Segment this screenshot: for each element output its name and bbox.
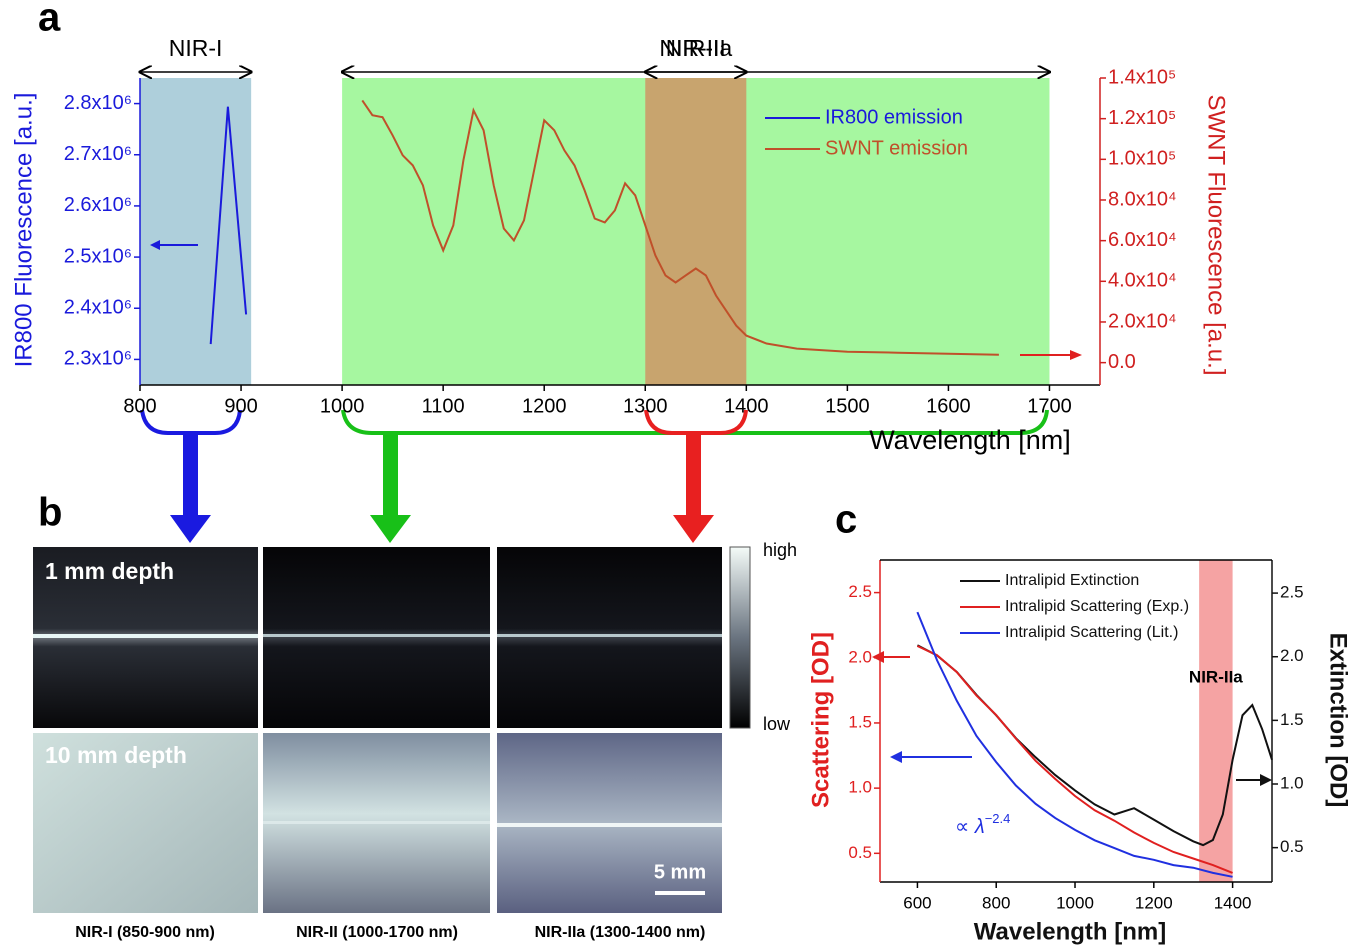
pointer-head <box>1260 774 1272 786</box>
y-tick-label: 2.8x10⁶ <box>64 92 132 114</box>
y-tick-label: 2.5x10⁶ <box>64 245 132 267</box>
y-tick-label: 2.4x10⁶ <box>64 297 132 319</box>
image <box>263 547 490 728</box>
panel-label: b <box>38 491 62 535</box>
x-tick-label: 800 <box>123 395 156 417</box>
y2-tick-label: 2.5 <box>1280 583 1304 602</box>
y2-tick-label: 2.0 <box>1280 646 1304 665</box>
x-tick-label: 1200 <box>1135 893 1173 912</box>
x-tick-label: 1600 <box>926 395 971 417</box>
y2-tick-label: 1.2x10⁵ <box>1108 107 1176 129</box>
image-line <box>497 823 722 827</box>
column-label: NIR-IIa (1300-1400 nm) <box>535 924 706 941</box>
power-law-base: ∝ λ <box>955 816 985 838</box>
y-axis-label: Scattering [OD] <box>807 632 834 808</box>
y2-tick-label: 0.5 <box>1280 837 1304 856</box>
series-line <box>917 646 1232 873</box>
x-tick-label: 1100 <box>422 395 465 417</box>
y2-tick-label: 6.0x10⁴ <box>1108 229 1177 251</box>
arrows <box>170 433 714 543</box>
pointer-head <box>872 651 884 663</box>
colorbar-label: low <box>763 714 791 734</box>
x-tick-label: 1200 <box>522 395 567 417</box>
row-label: 10 mm depth <box>45 742 187 768</box>
region-label: NIR-IIa <box>1189 667 1243 686</box>
image-line <box>497 634 722 637</box>
arrow <box>673 433 714 543</box>
legend-label: Intralipid Extinction <box>1005 572 1139 589</box>
region-label: NIR-I <box>169 35 223 61</box>
x-tick-label: 1000 <box>320 395 365 417</box>
y-tick-label: 1.0 <box>848 778 872 797</box>
y-tick-label: 2.5 <box>848 582 872 601</box>
image-line <box>263 634 490 637</box>
y2-tick-label: 1.0x10⁵ <box>1108 148 1176 170</box>
y2-axis-label: SWNT Fluorescence [a.u.] <box>1203 95 1230 376</box>
y-tick-label: 2.7x10⁶ <box>64 143 132 165</box>
image <box>497 547 722 728</box>
region <box>140 78 251 385</box>
legend-label: Intralipid Scattering (Exp.) <box>1005 598 1189 615</box>
image-line <box>263 821 490 824</box>
scale-bar-label: 5 mm <box>654 861 706 883</box>
y2-tick-label: 4.0x10⁴ <box>1108 270 1177 292</box>
power-law-label: ∝ λ−2.4 <box>955 811 1010 838</box>
legend-label: IR800 emission <box>825 106 963 128</box>
x-axis-label: Wavelength [nm] <box>869 425 1071 455</box>
legend-label: SWNT emission <box>825 137 968 159</box>
x-tick-label: 1400 <box>1214 893 1252 912</box>
y2-tick-label: 1.0 <box>1280 773 1304 792</box>
y2-tick-label: 2.0x10⁴ <box>1108 310 1177 332</box>
column-label: NIR-I (850-900 nm) <box>75 924 215 941</box>
x-tick-label: 900 <box>224 395 257 417</box>
y2-tick-label: 8.0x10⁴ <box>1108 188 1177 210</box>
y-tick-label: 1.5 <box>848 712 872 731</box>
region-label: NIR-IIa <box>659 35 732 61</box>
image-grid <box>33 547 750 913</box>
x-tick-label: 1400 <box>724 395 769 417</box>
arrow <box>370 433 411 543</box>
colorbar <box>730 547 750 728</box>
y2-tick-label: 0.0 <box>1108 351 1136 373</box>
region <box>645 78 746 385</box>
x-tick-label: 1000 <box>1056 893 1094 912</box>
pointer-head <box>1070 350 1082 360</box>
pointer-head <box>890 751 902 763</box>
arrow <box>170 433 211 543</box>
image-line <box>33 634 258 638</box>
legend-label: Intralipid Scattering (Lit.) <box>1005 624 1178 641</box>
power-law-exponent: −2.4 <box>985 811 1011 826</box>
y-tick-label: 2.3x10⁶ <box>64 348 132 370</box>
column-label: NIR-II (1000-1700 nm) <box>296 924 458 941</box>
y-tick-label: 2.6x10⁶ <box>64 194 132 216</box>
x-tick-label: 800 <box>982 893 1010 912</box>
panel-label: c <box>835 498 857 542</box>
x-tick-label: 1700 <box>1027 395 1072 417</box>
y2-axis-label: Extinction [OD] <box>1325 633 1352 808</box>
panel-label: a <box>38 0 61 40</box>
x-tick-label: 1300 <box>623 395 668 417</box>
colorbar-label: high <box>763 540 797 560</box>
x-axis-label: Wavelength [nm] <box>974 918 1166 945</box>
y-axis-label: IR800 Fluorescence [a.u.] <box>10 93 37 368</box>
y2-tick-label: 1.5 <box>1280 710 1304 729</box>
x-tick-label: 600 <box>903 893 931 912</box>
y-tick-label: 0.5 <box>848 843 872 862</box>
figure: a b c NIR-I (850-900 nm) NIR-II (1000-17… <box>0 0 1363 948</box>
x-tick-label: 1500 <box>825 395 870 417</box>
y2-tick-label: 1.4x10⁵ <box>1108 66 1176 88</box>
y-tick-label: 2.0 <box>848 647 872 666</box>
row-label: 1 mm depth <box>45 558 174 584</box>
